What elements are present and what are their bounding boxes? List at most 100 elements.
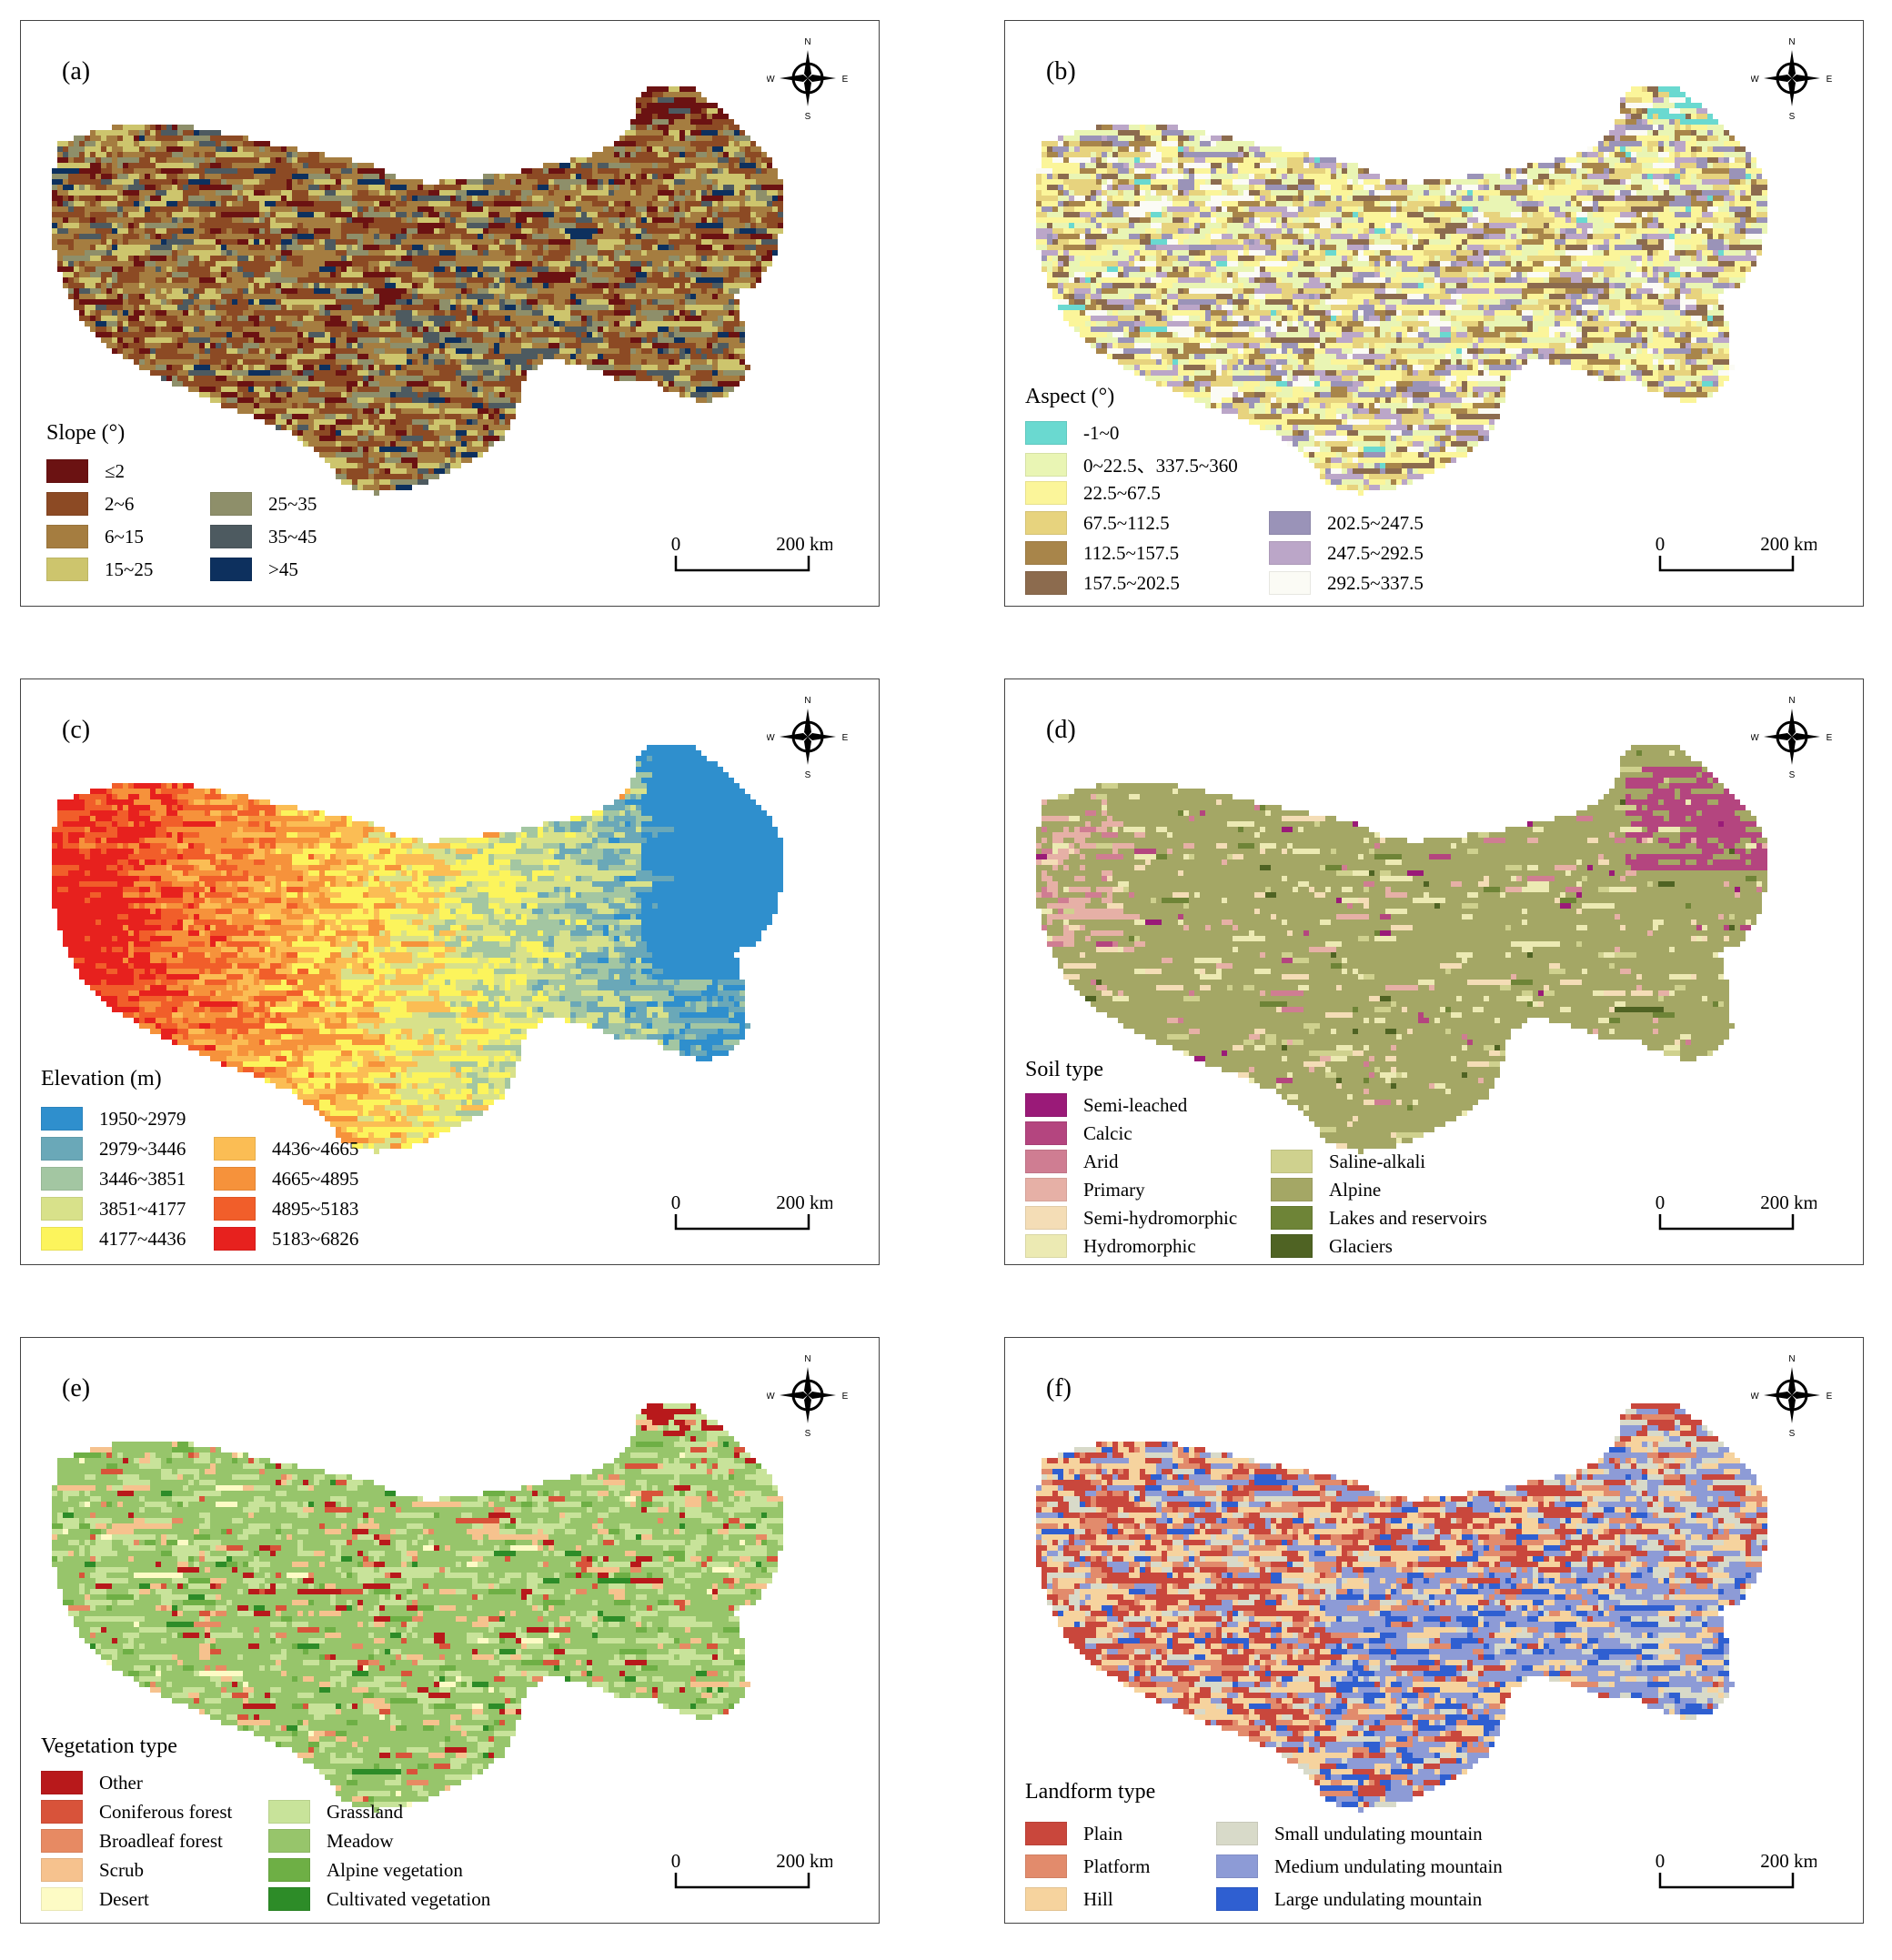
- scale-start: 0: [1656, 1191, 1666, 1213]
- scale-start: 0: [671, 533, 681, 555]
- legend-item: Glaciers: [1271, 1234, 1393, 1258]
- map-e: [52, 1403, 783, 1813]
- legend-swatch: [41, 1227, 83, 1251]
- legend-item: 6~15: [46, 525, 144, 548]
- legend-item: Alpine vegetation: [268, 1858, 463, 1882]
- scale-bar: 0 200 km: [671, 1191, 832, 1231]
- legend-item: -1~0: [1025, 421, 1119, 445]
- legend-item: 202.5~247.5: [1269, 511, 1424, 535]
- legend-swatch: [1271, 1234, 1313, 1258]
- legend-item: 157.5~202.5: [1025, 571, 1180, 595]
- legend-item: Calcic: [1025, 1121, 1132, 1145]
- raster-cells: [1036, 1403, 1767, 1813]
- legend-swatch: [41, 1858, 83, 1882]
- legend-label: 4177~4436: [99, 1228, 186, 1251]
- legend-swatch: [1216, 1822, 1258, 1845]
- legend-label: 292.5~337.5: [1327, 572, 1424, 595]
- compass-label: S: [805, 112, 811, 119]
- legend-swatch: [1025, 1822, 1067, 1845]
- legend-item: 2979~3446: [41, 1137, 186, 1161]
- legend-swatch: [1271, 1178, 1313, 1201]
- legend-swatch: [41, 1771, 83, 1794]
- legend-item: 112.5~157.5: [1025, 541, 1179, 565]
- legend-swatch: [1025, 1234, 1067, 1258]
- legend-swatch: [1025, 1854, 1067, 1878]
- legend-item: Hill: [1025, 1887, 1113, 1911]
- legend-label: 0~22.5、337.5~360: [1083, 451, 1238, 478]
- legend-swatch: [268, 1858, 310, 1882]
- compass-label: S: [1789, 1429, 1796, 1436]
- legend-item: Lakes and reservoirs: [1271, 1206, 1487, 1230]
- legend-item: 35~45: [210, 525, 317, 548]
- panel-label: (a): [62, 57, 90, 86]
- legend-item: Small undulating mountain: [1216, 1822, 1483, 1845]
- scale-bar: 0 200 km: [671, 1850, 832, 1889]
- legend-swatch: [1025, 1887, 1067, 1911]
- panel-a-slope: (a) Slope (°) ≤2 2~6 6~15 15~25 25~35 35…: [20, 20, 880, 607]
- raster-cells: [1036, 745, 1767, 1154]
- legend-label: 2~6: [105, 493, 134, 516]
- legend-label: Other: [99, 1772, 143, 1794]
- panel-label: (c): [62, 716, 90, 745]
- legend-label: Semi-hydromorphic: [1083, 1207, 1237, 1230]
- legend-label: Coniferous forest: [99, 1801, 232, 1824]
- map-c: [52, 745, 783, 1154]
- legend-swatch: [1025, 1150, 1067, 1173]
- north-arrow-icon: N S W E: [1751, 696, 1833, 778]
- compass-label: W: [767, 1392, 775, 1402]
- legend-label: Broadleaf forest: [99, 1830, 223, 1853]
- north-arrow-icon: N S W E: [767, 696, 849, 778]
- legend-item: Semi-hydromorphic: [1025, 1206, 1237, 1230]
- panel-label: (b): [1046, 57, 1076, 86]
- legend-label: 35~45: [268, 526, 317, 548]
- compass-label: N: [804, 37, 810, 47]
- legend-item: Semi-leached: [1025, 1093, 1187, 1117]
- legend-item: Large undulating mountain: [1216, 1887, 1482, 1911]
- panel-label: (f): [1046, 1374, 1072, 1403]
- legend-label: -1~0: [1083, 422, 1119, 445]
- scale-bar: 0 200 km: [1656, 1191, 1817, 1231]
- legend-item: Desert: [41, 1887, 149, 1911]
- panel-b-aspect: (b) Aspect (°) -1~0 0~22.5、337.5~360 22.…: [1004, 20, 1864, 607]
- legend-label: 4436~4665: [272, 1138, 358, 1161]
- legend-label: Platform: [1083, 1855, 1151, 1878]
- north-arrow-icon: N S W E: [767, 37, 849, 119]
- scale-start: 0: [671, 1191, 681, 1213]
- legend-item: Grassland: [268, 1800, 403, 1824]
- legend-swatch: [41, 1137, 83, 1161]
- compass-label: W: [1751, 733, 1759, 743]
- legend-item: 4177~4436: [41, 1227, 186, 1251]
- raster-cells: [1036, 86, 1767, 496]
- compass-label: S: [1789, 770, 1796, 778]
- scale-end: 200 km: [776, 1191, 832, 1213]
- legend-label: >45: [268, 558, 298, 581]
- legend-title: Vegetation type: [41, 1734, 177, 1759]
- panel-d-soil: (d) Soil type Semi-leached Calcic Arid P…: [1004, 678, 1864, 1265]
- legend-label: 6~15: [105, 526, 144, 548]
- scale-bar: 0 200 km: [671, 533, 832, 572]
- raster-cells: [52, 745, 783, 1154]
- legend-swatch: [41, 1167, 83, 1191]
- legend-swatch: [214, 1137, 256, 1161]
- legend-item: 3446~3851: [41, 1167, 186, 1191]
- legend-item: Scrub: [41, 1858, 144, 1882]
- compass-label: E: [1827, 1392, 1833, 1402]
- legend-item: 247.5~292.5: [1269, 541, 1424, 565]
- legend-swatch: [46, 492, 88, 516]
- legend-item: Plain: [1025, 1822, 1122, 1845]
- panel-label: (e): [62, 1374, 90, 1403]
- panel-c-elevation: (c) Elevation (m) 1950~2979 2979~3446 34…: [20, 678, 880, 1265]
- compass-label: S: [1789, 112, 1796, 119]
- legend-label: 4895~5183: [272, 1198, 358, 1221]
- legend-item: Primary: [1025, 1178, 1145, 1201]
- legend-item: Alpine: [1271, 1178, 1381, 1201]
- legend-swatch: [1025, 421, 1067, 445]
- compass-label: E: [1827, 733, 1833, 743]
- legend-item: Hydromorphic: [1025, 1234, 1196, 1258]
- legend-label: Lakes and reservoirs: [1329, 1207, 1487, 1230]
- panel-label: (d): [1046, 716, 1076, 745]
- legend-item: Meadow: [268, 1829, 393, 1853]
- legend-swatch: [1216, 1887, 1258, 1911]
- legend-label: 3851~4177: [99, 1198, 186, 1221]
- legend-swatch: [1025, 1093, 1067, 1117]
